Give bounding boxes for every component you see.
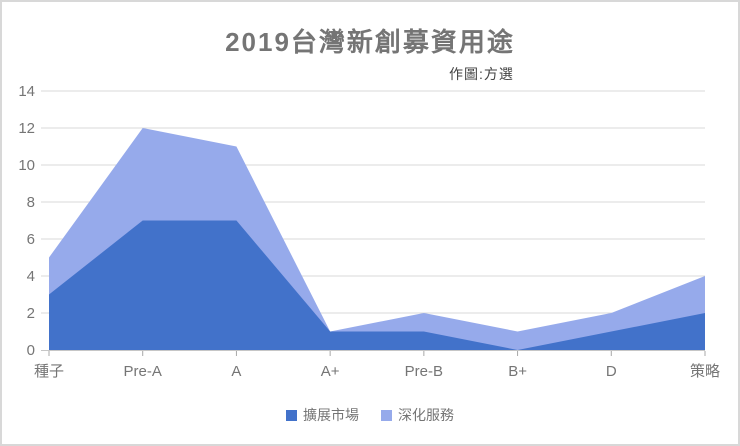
y-axis-tick-label: 4 [27, 268, 35, 285]
legend-item-expand-market[interactable]: 擴展市場 [286, 405, 359, 425]
chart-title: 2019台灣新創募資用途 [225, 27, 515, 57]
y-axis-tick-label: 14 [18, 83, 35, 100]
x-axis-label: 種子 [34, 363, 64, 380]
chart-subtitle: 作圖:方選 [449, 66, 514, 82]
y-axis-tick-label: 2 [27, 305, 35, 322]
x-axis-label: B+ [508, 363, 527, 380]
y-axis-tick-label: 0 [27, 342, 35, 359]
x-axis-label: Pre-A [124, 363, 162, 380]
y-axis-tick-label: 6 [27, 231, 35, 248]
x-axis-label: A+ [321, 363, 340, 380]
x-axis-label: Pre-B [405, 363, 443, 380]
expand-market-area[interactable] [49, 220, 705, 351]
y-axis-tick-label: 8 [27, 194, 35, 211]
y-axis-tick-label: 10 [18, 157, 35, 174]
chart-legend: 擴展市場 深化服務 [2, 405, 738, 425]
legend-item-deepen-services[interactable]: 深化服務 [381, 405, 454, 425]
legend-swatch-deepen-services-icon [381, 409, 392, 421]
x-axis-label: A [231, 363, 241, 380]
legend-swatch-expand-market-icon [286, 409, 297, 421]
x-axis-label: 策略 [690, 363, 720, 380]
legend-label-deepen-services: 深化服務 [398, 407, 454, 423]
y-axis-tick-label: 12 [18, 120, 35, 137]
x-axis-label: D [606, 363, 617, 380]
legend-label-expand-market: 擴展市場 [303, 407, 359, 423]
